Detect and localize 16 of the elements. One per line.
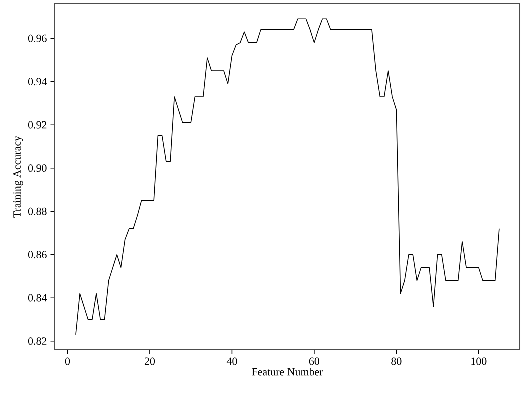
x-tick-label: 80	[392, 358, 402, 366]
x-tick-label: 60	[309, 358, 320, 366]
y-tick-label: 0.90	[28, 164, 47, 172]
y-axis-title: Training Accuracy	[14, 136, 24, 218]
x-tick-label: 100	[472, 358, 487, 366]
y-tick-label: 0.88	[28, 208, 47, 216]
y-tick-label: 0.96	[28, 34, 47, 42]
y-tick-label: 0.82	[28, 338, 47, 346]
x-axis-title: Feature Number	[252, 368, 324, 376]
x-tick-label: 20	[144, 358, 156, 366]
y-tick-label: 0.94	[28, 78, 48, 86]
y-tick-label: 0.86	[28, 251, 47, 259]
x-tick-label: 0	[65, 358, 70, 366]
y-tick-label: 0.84	[28, 294, 48, 302]
x-tick-label: 40	[226, 358, 238, 366]
y-tick-label: 0.92	[28, 121, 47, 129]
